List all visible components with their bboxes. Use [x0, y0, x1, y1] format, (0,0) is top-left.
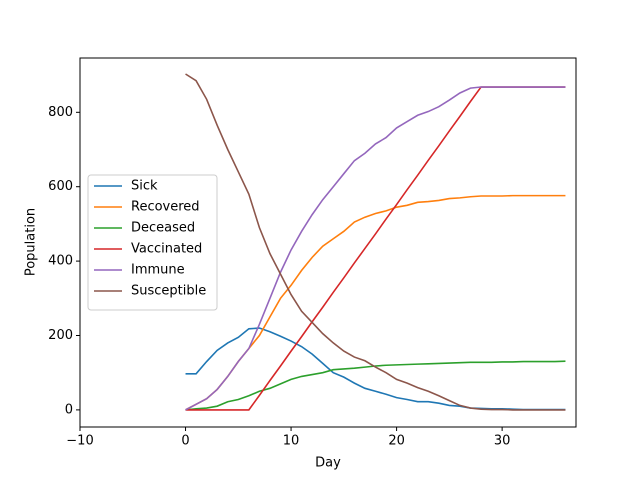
- y-tick-label: 400: [48, 254, 73, 269]
- legend-label: Recovered: [131, 200, 200, 215]
- x-tick-label: 30: [494, 434, 511, 449]
- line-series: [185, 86, 566, 411]
- legend-label: Immune: [131, 263, 185, 278]
- y-tick-label: 800: [48, 105, 73, 120]
- x-tick-label: 20: [388, 434, 405, 449]
- legend-label: Sick: [131, 179, 158, 194]
- plot-frame: [79, 57, 577, 428]
- line-series: [185, 360, 566, 411]
- x-axis-label: Day: [315, 456, 341, 471]
- y-tick-label: 200: [48, 328, 73, 343]
- legend-label: Vaccinated: [131, 242, 202, 257]
- x-tick-label: 10: [283, 434, 300, 449]
- legend-box: [87, 174, 218, 311]
- x-tick-label: 0: [181, 434, 189, 449]
- line-series: [185, 73, 566, 411]
- x-tick-label: −10: [66, 434, 93, 449]
- y-axis-label: Population: [24, 208, 39, 276]
- legend-label: Deceased: [131, 221, 195, 236]
- y-tick-label: 600: [48, 179, 73, 194]
- y-tick-label: 0: [65, 402, 73, 417]
- legend-label: Susceptible: [131, 284, 206, 299]
- line-series: [185, 194, 566, 411]
